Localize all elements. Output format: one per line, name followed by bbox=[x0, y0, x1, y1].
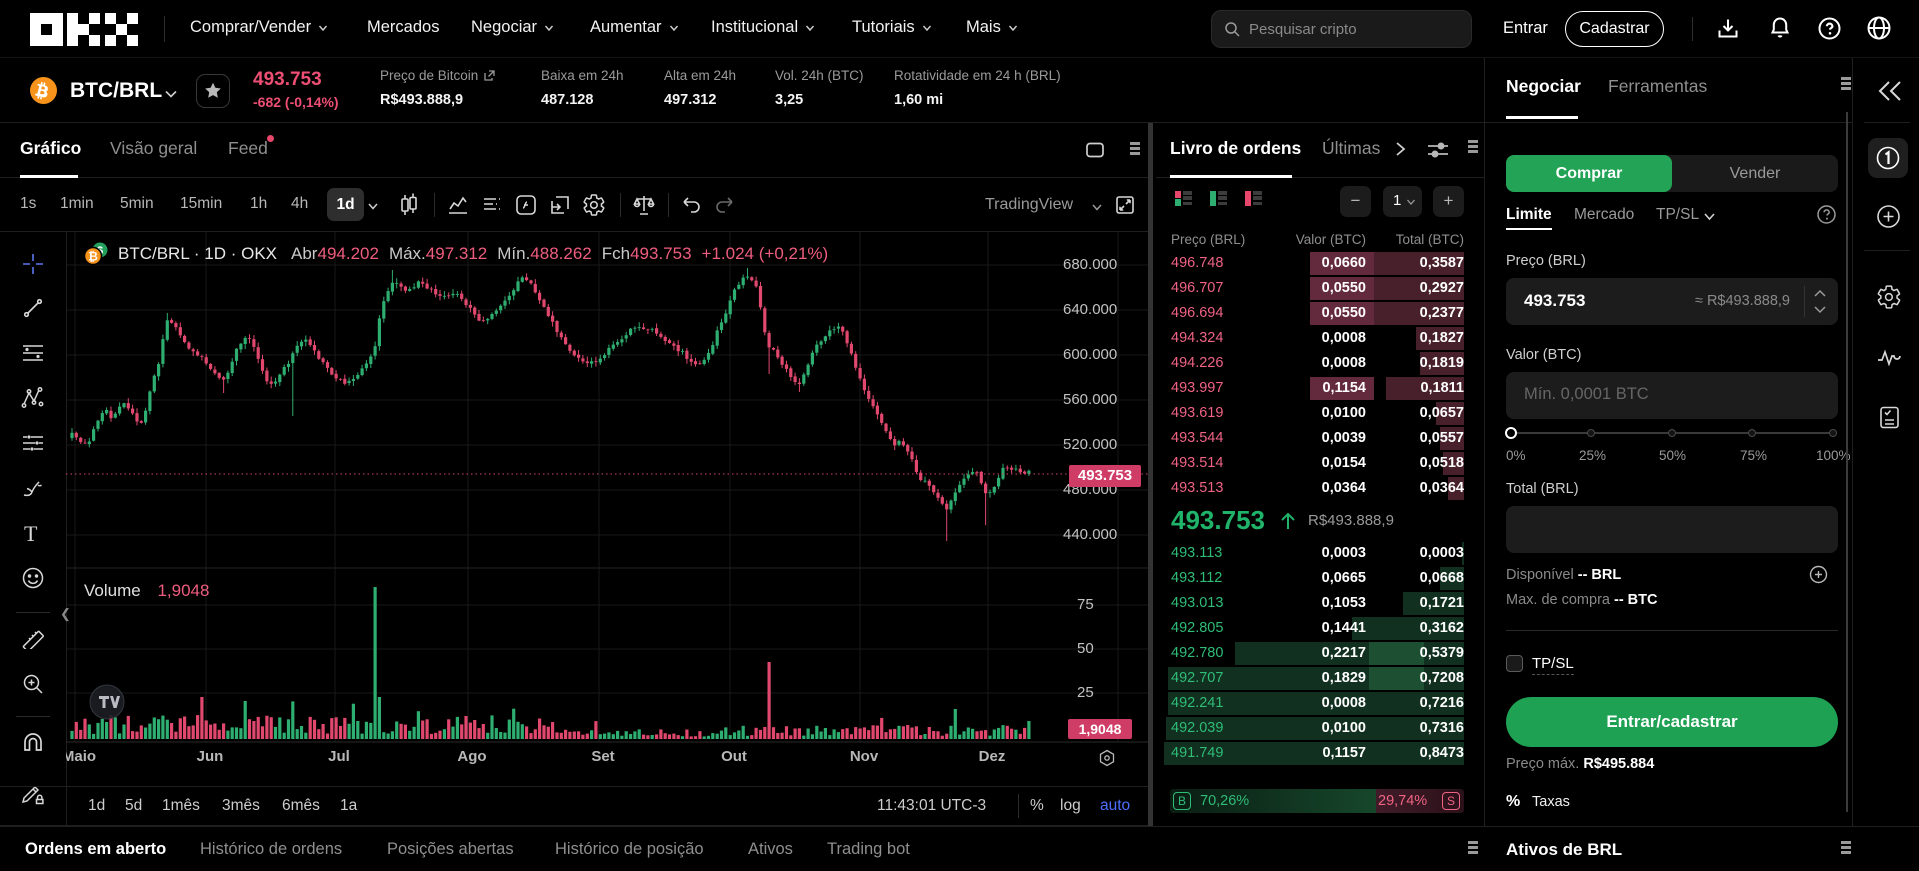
svg-text:₿: ₿ bbox=[88, 250, 98, 264]
